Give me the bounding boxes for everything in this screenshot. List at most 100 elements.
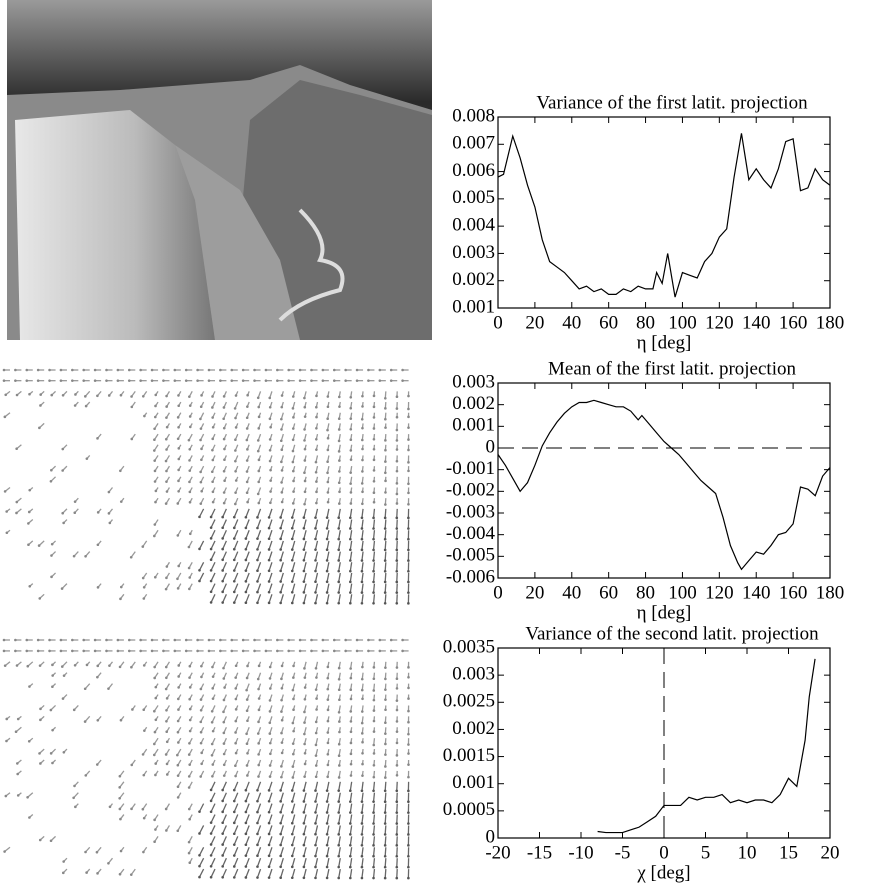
- arrow-head: [395, 569, 399, 573]
- arrow-head: [15, 393, 19, 397]
- arrow-head: [256, 548, 259, 551]
- arrow-head: [222, 731, 226, 735]
- arrow-head: [221, 832, 224, 835]
- arrow-head: [188, 500, 192, 504]
- arrow-head: [244, 810, 248, 814]
- arrow-head: [349, 800, 352, 803]
- arrow-head: [314, 754, 318, 757]
- arrow-head: [59, 638, 63, 642]
- arrow-head: [256, 492, 260, 496]
- arrow-head: [165, 708, 168, 712]
- arrow-head: [326, 471, 329, 475]
- x-tick-label: 120: [705, 312, 734, 333]
- arrow: [233, 868, 239, 878]
- arrow-head: [209, 821, 213, 824]
- arrow-head: [349, 667, 352, 670]
- arrow-head: [290, 843, 294, 847]
- arrow-head: [62, 521, 65, 525]
- arrow-head: [298, 638, 302, 642]
- arrow-head: [389, 379, 393, 382]
- arrow: [245, 847, 250, 856]
- arrow-head: [268, 775, 272, 778]
- arrow-head: [177, 425, 180, 429]
- arrow: [210, 572, 216, 582]
- arrow-head: [211, 697, 215, 700]
- arrow: [384, 792, 387, 802]
- arrow-head: [325, 580, 329, 584]
- arrow: [338, 583, 341, 593]
- arrow-head: [222, 469, 226, 473]
- arrow: [256, 583, 262, 593]
- arrow-head: [207, 379, 211, 382]
- arrow-head: [3, 664, 7, 667]
- arrow-head: [72, 708, 76, 712]
- arrow-head: [256, 821, 259, 825]
- arrow-head: [280, 405, 284, 409]
- arrow-head: [395, 844, 399, 847]
- arrow-head: [244, 601, 248, 604]
- arrow-head: [256, 876, 259, 879]
- arrow: [222, 803, 227, 813]
- y-tick-label: 0.001: [452, 415, 495, 436]
- arrow-head: [303, 447, 307, 451]
- arrow-head: [207, 638, 211, 642]
- arrow-head: [349, 559, 352, 562]
- arrow: [384, 540, 387, 550]
- arrow-head: [325, 527, 329, 530]
- arrow-head: [315, 426, 318, 430]
- arrow-head: [279, 821, 282, 825]
- arrow-head: [176, 796, 180, 799]
- arrow: [210, 836, 216, 845]
- arrow-head: [245, 438, 249, 442]
- arrow-head: [51, 685, 54, 689]
- arrow-head: [38, 426, 41, 430]
- arrow-head: [165, 576, 168, 580]
- arrow-head: [209, 579, 213, 583]
- arrow-head: [61, 871, 65, 875]
- arrow-head: [360, 580, 364, 584]
- arrow-head: [234, 774, 237, 778]
- arrow-head: [349, 491, 353, 494]
- arrow: [233, 551, 239, 561]
- arrow-head: [268, 417, 272, 421]
- x-tick-label: 5: [701, 842, 711, 863]
- arrow-head: [349, 774, 353, 777]
- arrow-head: [221, 799, 224, 803]
- arrow-head: [326, 763, 330, 767]
- arrow-head: [290, 601, 294, 605]
- arrow-head: [207, 649, 211, 653]
- arrow-head: [26, 795, 29, 799]
- arrow-head: [372, 500, 376, 504]
- arrow-head: [256, 788, 259, 792]
- arrow-head: [326, 665, 330, 669]
- arrow-head: [221, 515, 224, 519]
- arrow: [349, 803, 353, 813]
- arrow-head: [395, 415, 399, 419]
- arrow-head: [142, 585, 146, 589]
- arrow: [222, 814, 227, 824]
- arrow: [384, 508, 387, 518]
- arrow-head: [105, 638, 108, 642]
- arrow-head: [154, 696, 158, 700]
- arrow-head: [141, 753, 145, 756]
- arrow-head: [384, 688, 387, 691]
- arrow: [233, 508, 239, 518]
- arrow-head: [188, 676, 191, 679]
- arrow-head: [384, 765, 387, 768]
- arrow: [384, 583, 387, 593]
- arrow-head: [407, 876, 410, 880]
- x-tick-label: 40: [562, 582, 581, 603]
- arrow: [338, 814, 341, 824]
- arrow: [222, 583, 227, 593]
- arrow-head: [395, 773, 399, 777]
- arrow-head: [407, 491, 410, 495]
- arrow-head: [188, 415, 192, 418]
- arrow-head: [337, 865, 341, 869]
- arrow-head: [223, 458, 226, 462]
- arrow-head: [326, 405, 330, 409]
- arrow-head: [177, 479, 180, 483]
- arrow-head: [176, 719, 180, 723]
- arrow-head: [326, 676, 330, 680]
- arrow-head: [244, 865, 248, 868]
- arrow-head: [14, 368, 17, 372]
